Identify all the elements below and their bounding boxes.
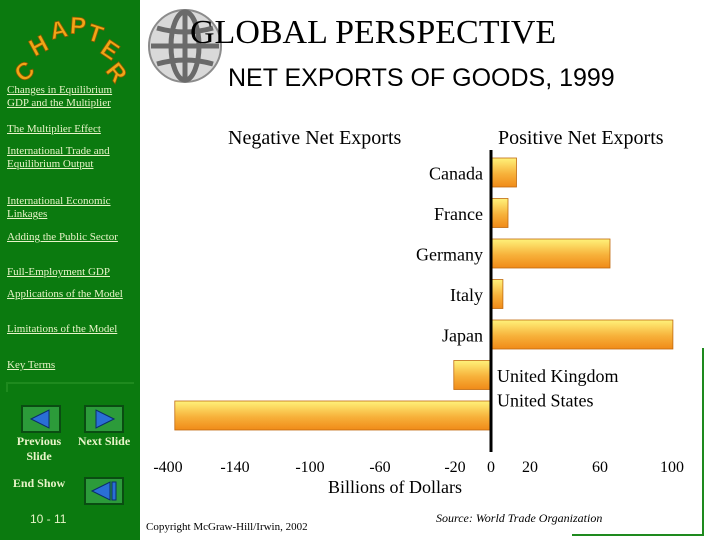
x-tick-label: -60 bbox=[369, 459, 390, 476]
previous-arrow-icon bbox=[29, 409, 50, 429]
bar-japan bbox=[490, 319, 674, 350]
category-label: Germany bbox=[416, 245, 483, 265]
next-arrow-icon bbox=[95, 409, 116, 429]
x-tick-label: -20 bbox=[444, 459, 465, 476]
sidebar: C H A P T E R Changes in Equilibrium GDP… bbox=[0, 0, 140, 540]
category-label: France bbox=[434, 204, 483, 224]
category-label: Canada bbox=[429, 164, 483, 184]
negative-net-exports-header: Negative Net Exports bbox=[228, 127, 402, 149]
end-show-icon bbox=[90, 481, 117, 501]
frame-bracket-bottom bbox=[572, 534, 704, 536]
next-slide-button[interactable] bbox=[84, 405, 124, 433]
sidebar-item-full-employment[interactable]: Full-Employment GDP bbox=[7, 266, 110, 278]
end-show-button[interactable] bbox=[84, 477, 124, 505]
previous-slide-label[interactable]: Previous Slide bbox=[16, 434, 62, 463]
bar-united-kingdom bbox=[453, 360, 492, 390]
x-tick-label: 100 bbox=[660, 459, 684, 476]
x-tick-label: -400 bbox=[153, 459, 182, 476]
chapter-logo-letter: A bbox=[47, 15, 70, 45]
bar-france bbox=[490, 198, 509, 228]
chart-subtitle: NET EXPORTS OF GOODS, 1999 bbox=[228, 64, 615, 92]
frame-bracket-right bbox=[702, 348, 704, 536]
nav-divider-left bbox=[6, 382, 8, 392]
category-label: Italy bbox=[450, 285, 483, 305]
sidebar-item-key-terms[interactable]: Key Terms bbox=[7, 359, 56, 371]
positive-net-exports-header: Positive Net Exports bbox=[498, 127, 664, 149]
sidebar-item-economic-linkages[interactable]: International Economic Linkages bbox=[7, 195, 111, 220]
sidebar-item-equilibrium-changes[interactable]: Changes in Equilibrium GDP and the Multi… bbox=[7, 84, 113, 109]
x-tick-label: 0 bbox=[487, 459, 495, 476]
copyright-note: Copyright McGraw-Hill/Irwin, 2002 bbox=[146, 521, 308, 533]
sidebar-item-multiplier-effect[interactable]: The Multiplier Effect bbox=[7, 123, 101, 135]
chapter-logo: C H A P T E R bbox=[9, 12, 132, 88]
bar-italy bbox=[490, 279, 504, 309]
sidebar-item-public-sector[interactable]: Adding the Public Sector bbox=[7, 231, 118, 243]
sidebar-item-applications[interactable]: Applications of the Model bbox=[7, 288, 123, 300]
x-tick-label: -100 bbox=[295, 459, 324, 476]
previous-slide-button[interactable] bbox=[21, 405, 61, 433]
chapter-logo-letter: P bbox=[69, 12, 87, 40]
page-title: GLOBAL PERSPECTIVE bbox=[190, 14, 557, 51]
category-label: Japan bbox=[442, 326, 483, 346]
bar-germany bbox=[490, 238, 611, 269]
category-label: United States bbox=[497, 391, 594, 411]
bar-canada bbox=[490, 157, 517, 188]
nav-divider bbox=[6, 382, 134, 384]
x-axis-label: Billions of Dollars bbox=[328, 477, 462, 497]
sidebar-item-limitations[interactable]: Limitations of the Model bbox=[7, 323, 118, 335]
x-tick-label: 60 bbox=[592, 459, 608, 476]
source-note: Source: World Trade Organization bbox=[436, 511, 603, 525]
category-label: United Kingdom bbox=[497, 366, 619, 386]
next-slide-label[interactable]: Next Slide bbox=[77, 434, 131, 448]
x-tick-label: 20 bbox=[522, 459, 538, 476]
globe-icon bbox=[148, 9, 222, 83]
page-number: 10 - 11 bbox=[30, 512, 67, 526]
end-show-label[interactable]: End Show bbox=[12, 476, 66, 490]
x-tick-label: -140 bbox=[220, 459, 249, 476]
sidebar-item-international-trade[interactable]: International Trade and Equilibrium Outp… bbox=[7, 145, 110, 170]
bar-united-states bbox=[174, 400, 492, 431]
